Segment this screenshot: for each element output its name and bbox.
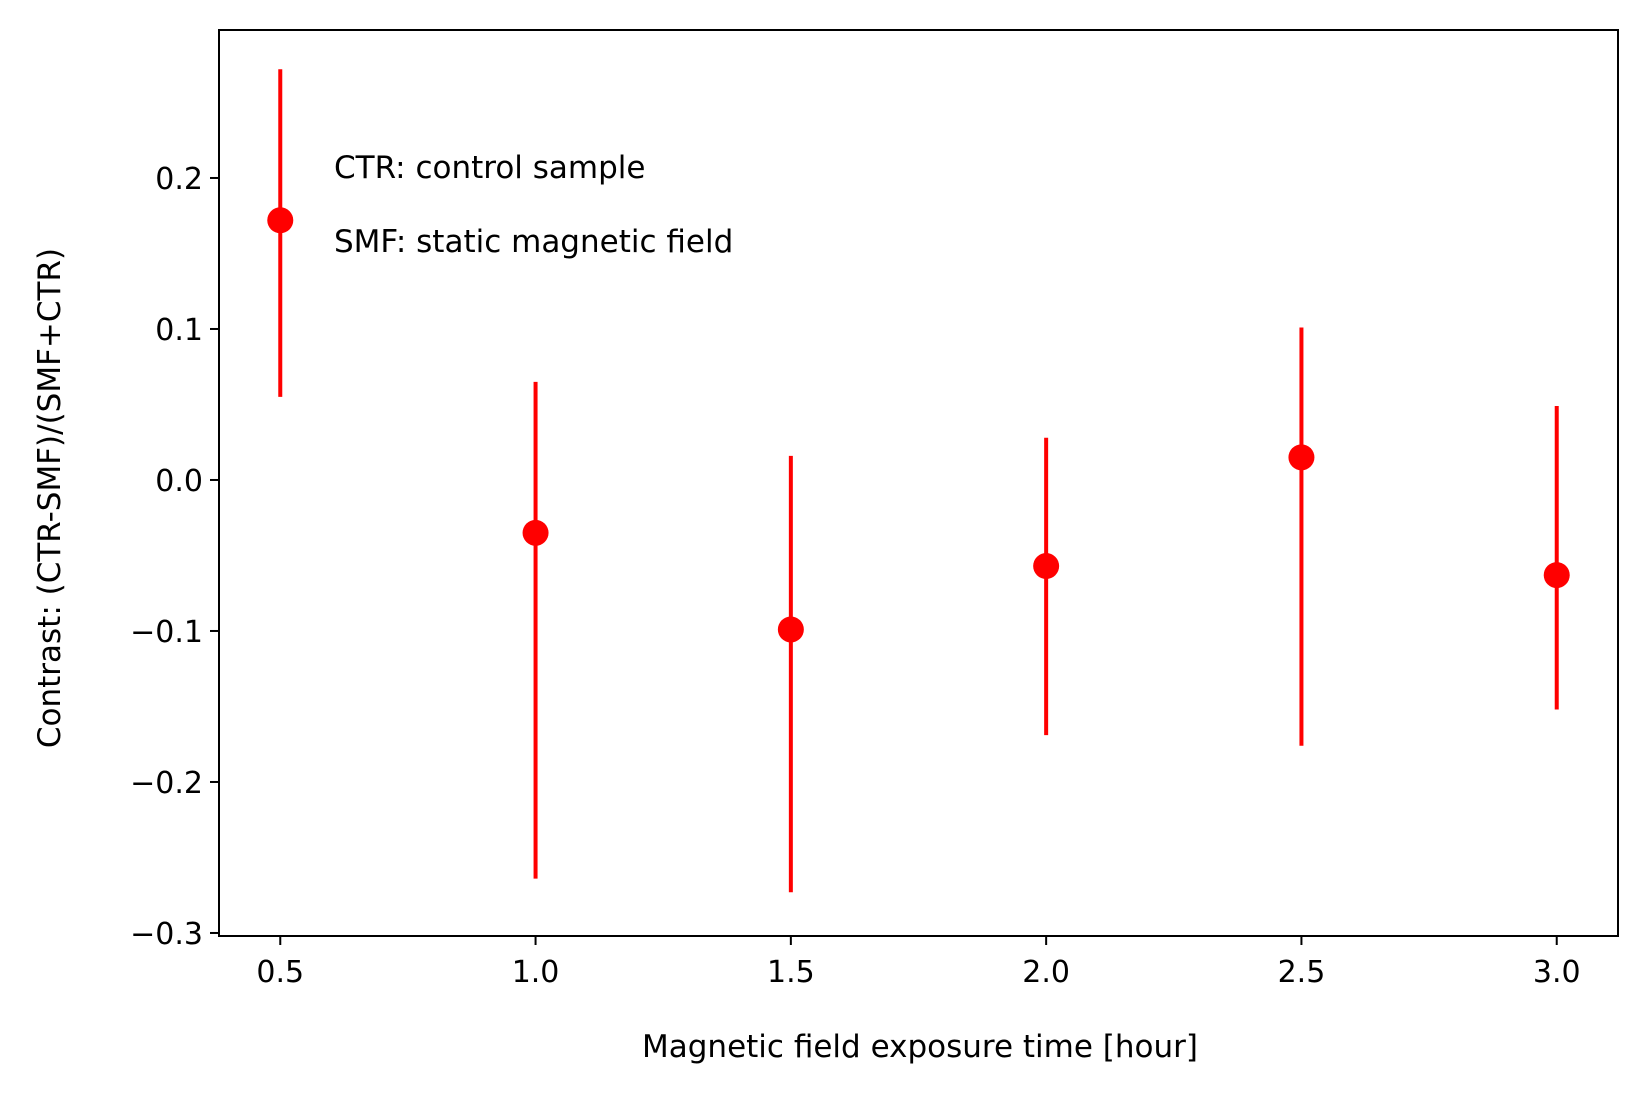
y-tick-label: 0.1 xyxy=(155,313,203,348)
y-tick-label: 0.0 xyxy=(155,464,203,499)
data-marks xyxy=(267,69,1570,893)
x-tick-label: 0.5 xyxy=(256,955,304,990)
x-tick-label: 3.0 xyxy=(1533,955,1581,990)
x-tick-label: 2.0 xyxy=(1022,955,1070,990)
y-tick-label: 0.2 xyxy=(155,162,203,197)
y-tick-label: −0.1 xyxy=(130,615,203,650)
y-tick-label: −0.3 xyxy=(130,917,203,952)
x-tick-label: 1.5 xyxy=(767,955,815,990)
x-tick-label: 1.0 xyxy=(512,955,560,990)
y-tick-label: −0.2 xyxy=(130,766,203,801)
annotation-smf: SMF: static magnetic field xyxy=(334,224,733,260)
data-point xyxy=(267,207,294,234)
x-axis-label: Magnetic field exposure time [hour] xyxy=(642,1029,1198,1065)
annotation-ctr: CTR: control sample xyxy=(334,150,645,186)
data-point xyxy=(522,519,549,546)
data-point xyxy=(1288,444,1315,471)
x-axis-ticks: 0.5 1.0 1.5 2.0 2.5 3.0 xyxy=(256,936,1581,990)
y-axis-ticks: −0.3 −0.2 −0.1 0.0 0.1 0.2 xyxy=(130,162,219,952)
data-point xyxy=(1543,562,1570,589)
data-point xyxy=(777,616,804,643)
x-tick-label: 2.5 xyxy=(1278,955,1326,990)
y-axis-label: Contrast: (CTR-SMF)/(SMF+CTR) xyxy=(32,248,68,748)
data-point xyxy=(1033,553,1060,580)
plot-frame xyxy=(218,29,1619,937)
